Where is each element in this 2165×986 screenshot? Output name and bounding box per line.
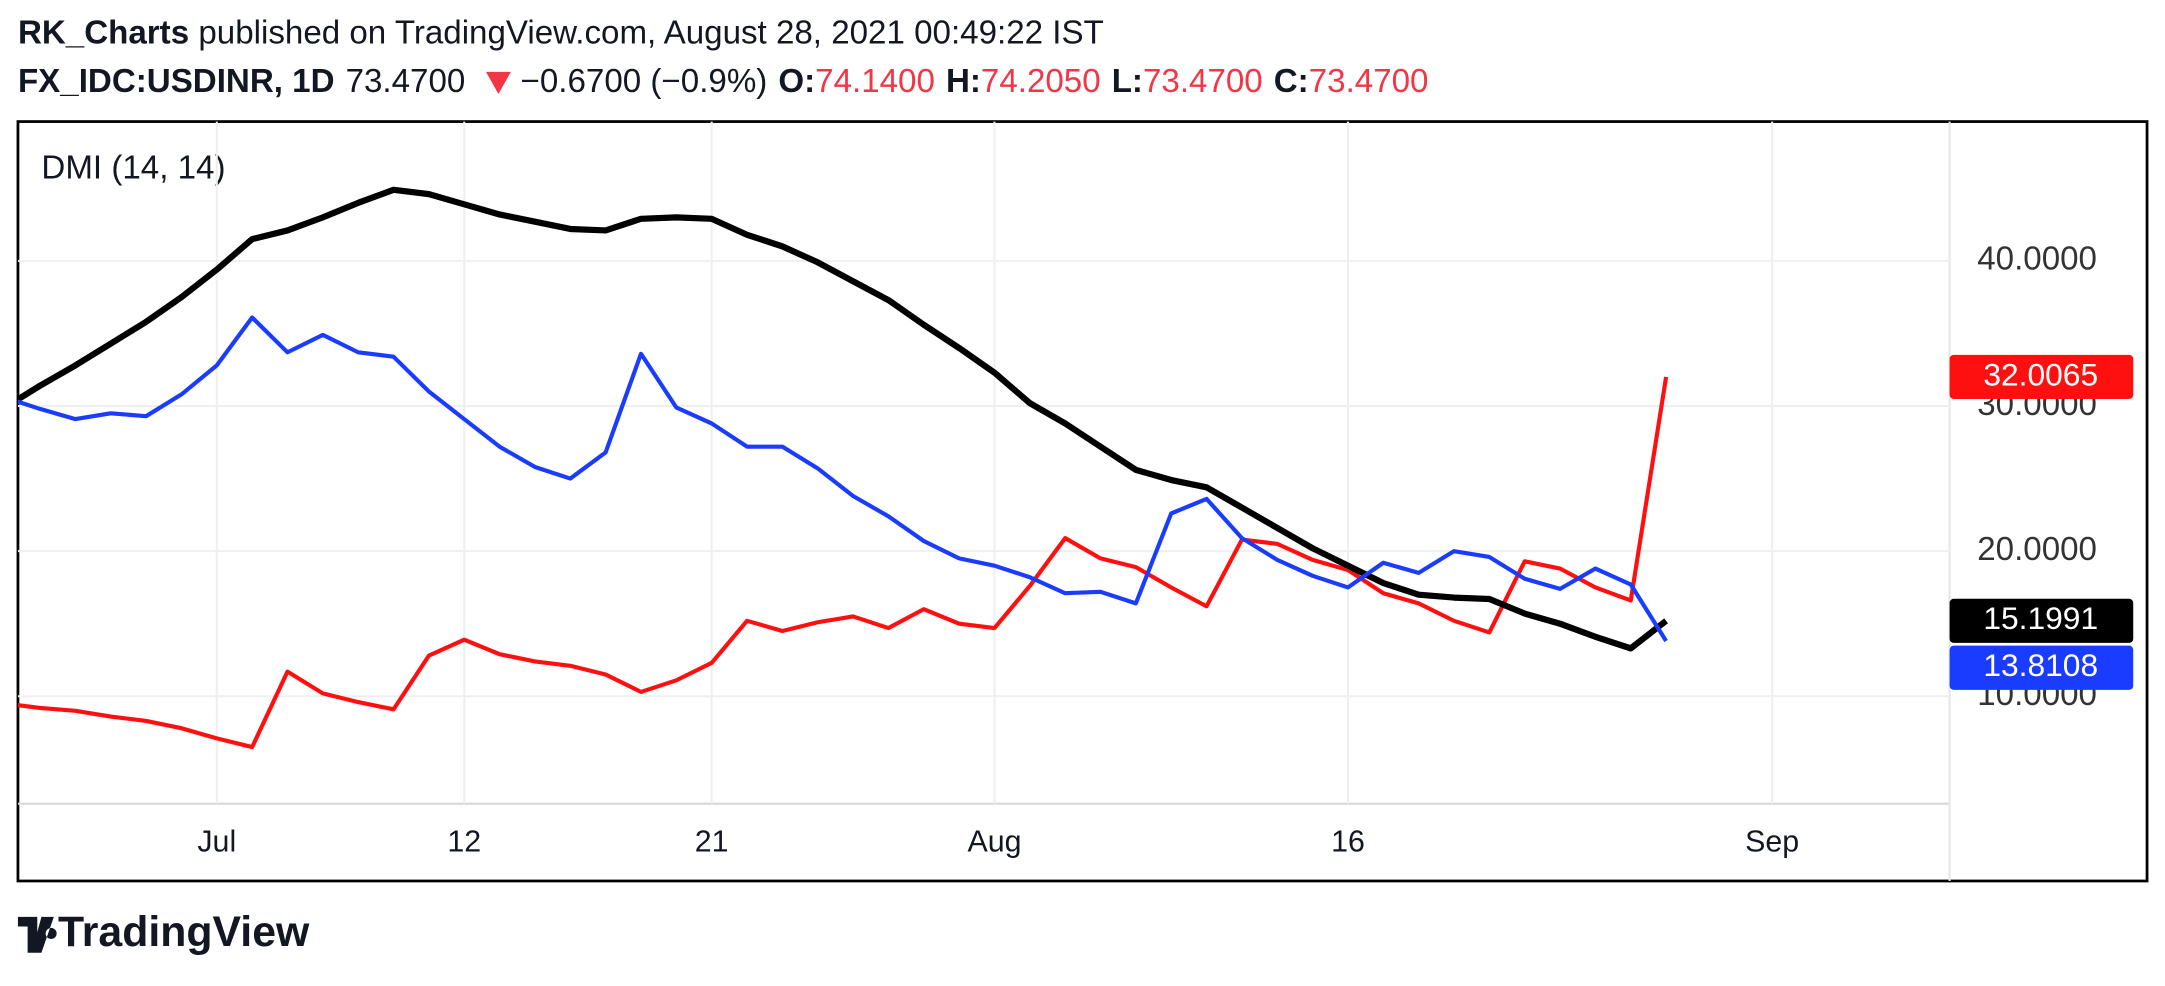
- line-series: [17, 315, 1668, 643]
- logo-icon: [17, 916, 57, 953]
- ohlc-value: 73.4700: [1309, 63, 1429, 100]
- ohlc-label: L:: [1112, 63, 1143, 100]
- symbol-line: FX_IDC:USDINR, 1D 73.4700: [18, 63, 465, 100]
- ohlc-value: 74.1400: [815, 63, 935, 100]
- published: published on TradingView.com, August 28,…: [189, 14, 1104, 51]
- brand-logo: [17, 916, 57, 953]
- y-tick-label: 40.0000: [1977, 241, 2097, 278]
- ohlc-value: 74.2050: [981, 63, 1101, 100]
- down-arrow: [486, 71, 511, 94]
- price: 73.4700: [346, 63, 466, 100]
- line-series: [17, 186, 1669, 652]
- ohlc-label: H:: [946, 63, 981, 100]
- y-tick-label: 20.0000: [1977, 531, 2097, 568]
- last-value-badge: [1949, 598, 2134, 643]
- change: −0.6700 (−0.9%): [521, 63, 768, 100]
- brand-name: TradingView: [58, 908, 310, 956]
- ohlc-label: C:: [1274, 63, 1309, 100]
- author: RK_Charts: [18, 14, 189, 51]
- x-tick-label: Jul: [197, 826, 236, 859]
- x-tick-label: Sep: [1745, 826, 1799, 859]
- last-value-label: 15.1991: [1983, 600, 2098, 636]
- last-value-badge: [1949, 354, 2134, 399]
- x-tick-label: 16: [1331, 826, 1365, 859]
- change-line: −0.6700 (−0.9%) O:74.1400 H:74.2050 L:73.47…: [521, 63, 1429, 100]
- last-value-label: 32.0065: [1983, 356, 2098, 392]
- x-tick-label: 12: [447, 826, 481, 859]
- line-series: [17, 376, 1669, 750]
- last-value-label: 13.8108: [1983, 647, 2098, 683]
- indicator-title: DMI (14, 14): [41, 150, 225, 187]
- chart-frame: [16, 120, 2149, 883]
- x-tick-label: 21: [695, 826, 729, 859]
- publish-line: RK_Charts published on TradingView.com, …: [18, 14, 1104, 51]
- ohlc-label: O:: [778, 63, 815, 100]
- x-tick-label: Aug: [967, 826, 1021, 859]
- plot-area: [17, 186, 1669, 750]
- last-value-badge: [1949, 645, 2134, 690]
- ohlc-value: 73.4700: [1143, 63, 1263, 100]
- symbol: FX_IDC:USDINR, 1D: [18, 63, 335, 100]
